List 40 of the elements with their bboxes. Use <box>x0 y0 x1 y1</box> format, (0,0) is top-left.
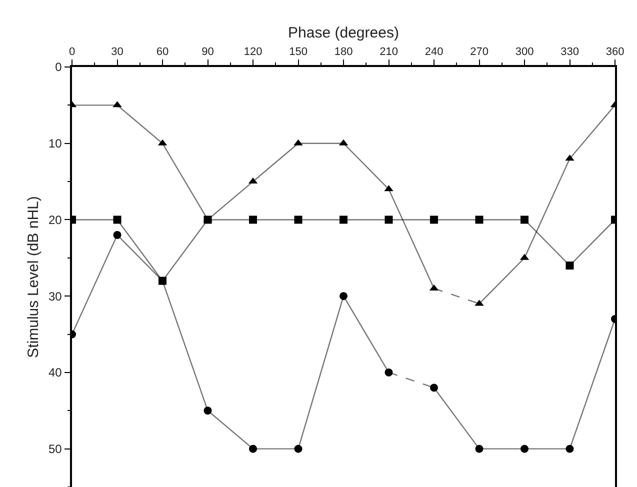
x-tick-label: 0 <box>68 46 76 58</box>
point <box>204 406 212 415</box>
y-tick-label: 30 <box>48 289 62 304</box>
point <box>384 368 393 376</box>
point <box>294 216 302 224</box>
point <box>430 384 438 392</box>
x-tick-label: 240 <box>424 46 444 58</box>
x-tick-label: 330 <box>560 46 579 58</box>
y-tick-label: 50 <box>48 442 62 456</box>
x-tick-label: 120 <box>244 46 262 58</box>
point <box>340 216 348 224</box>
x-tick-label: 180 <box>334 46 353 58</box>
point <box>113 231 122 239</box>
point <box>566 444 574 453</box>
point <box>475 216 484 224</box>
point <box>294 444 302 453</box>
point <box>520 444 528 453</box>
y-axis-title: Stimulus Level (dB nHL) <box>25 196 42 358</box>
x-tick-label: 300 <box>515 46 534 58</box>
point <box>520 216 528 224</box>
y-tick-label: 10 <box>48 136 62 151</box>
x-tick-label: 30 <box>111 46 124 58</box>
point <box>249 444 257 453</box>
point <box>113 216 122 224</box>
y-tick-label: 0 <box>55 60 62 74</box>
x-tick-label: 270 <box>470 46 488 58</box>
point <box>249 216 257 224</box>
point <box>430 216 438 224</box>
point <box>566 262 574 270</box>
x-tick-label: 150 <box>289 46 308 58</box>
x-tick-label: 210 <box>380 46 398 58</box>
y-tick-label: 20 <box>48 212 62 227</box>
point <box>475 444 484 453</box>
point <box>340 292 348 300</box>
x-tick-label: 60 <box>156 46 169 58</box>
x-tick-label: 90 <box>202 46 214 58</box>
x-tick-label: 360 <box>606 46 624 58</box>
y-tick-label: 40 <box>48 366 62 380</box>
point <box>384 216 393 224</box>
x-axis-title: Phase (degrees) <box>288 24 399 42</box>
